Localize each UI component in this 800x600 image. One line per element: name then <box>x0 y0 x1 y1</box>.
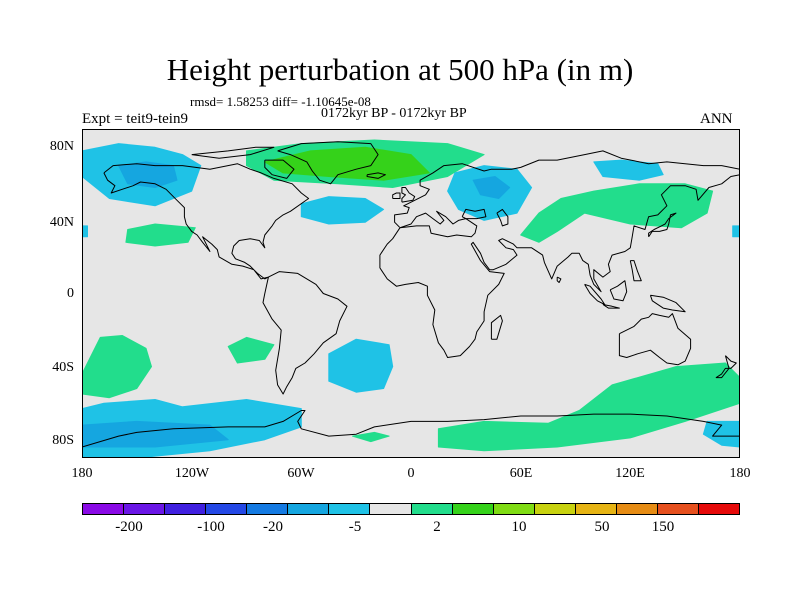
region-dateline-west-negative <box>82 225 88 238</box>
region-south-america-positive <box>227 336 275 364</box>
lon-label-0: 0 <box>407 466 415 481</box>
colorbar-segment <box>247 504 289 514</box>
map-frame <box>82 129 740 458</box>
colorbar-segment <box>575 504 617 514</box>
colorbar-label: -100 <box>197 519 225 535</box>
coastline-south-america <box>262 271 348 395</box>
region-southern-ocean-positive <box>437 362 740 452</box>
colorbar-label: 2 <box>433 519 441 535</box>
region-ross-negative <box>702 420 740 448</box>
colorbar-label: 150 <box>651 519 675 535</box>
colorbar-label: 50 <box>594 519 610 535</box>
region-asia-positive <box>520 183 714 243</box>
lat-label-80s: 80S <box>52 433 74 448</box>
experiment-label: Expt = teit9-tein9 <box>82 111 188 127</box>
coastline-java <box>602 304 620 309</box>
coastlines <box>82 141 740 448</box>
coastline-black-sea <box>461 208 487 220</box>
colorbar-label: 10 <box>511 519 527 535</box>
colorbar-segment <box>698 504 739 514</box>
coastline-philippines <box>629 260 642 282</box>
coastline-caspian <box>496 208 509 227</box>
colorbar-segment <box>83 504 125 514</box>
lon-label-120e: 120E <box>615 466 645 481</box>
map-plot <box>82 129 740 458</box>
lon-label-120w: 120W <box>174 466 210 481</box>
coastline-ireland <box>392 192 401 199</box>
colorbar-label: -20 <box>263 519 283 535</box>
coastline-borneo <box>609 280 628 302</box>
region-alaska-negative-core <box>118 161 178 188</box>
colorbar-segment <box>411 504 453 514</box>
region-weddell-positive <box>352 431 390 443</box>
season-label: ANN <box>700 111 733 127</box>
lat-label-40n: 40N <box>49 215 74 230</box>
coastline-new-zealand <box>715 355 737 379</box>
colorbar-segment <box>165 504 207 514</box>
colorbar-segment <box>616 504 658 514</box>
coastline-eurasia-africa <box>379 150 740 358</box>
coastline-greenland <box>277 141 379 185</box>
lat-label-equator: 0 <box>67 286 74 301</box>
coastline-antarctica <box>82 410 740 448</box>
colorbar-segment <box>657 504 699 514</box>
region-greenland-positive-core <box>264 146 430 181</box>
lon-label-180w: 180 <box>71 466 93 481</box>
colorbar-segment <box>370 504 412 514</box>
lon-label-60w: 60W <box>287 466 315 481</box>
contour-regions <box>82 139 740 458</box>
coastline-baffin <box>264 159 295 179</box>
coastline-australia <box>618 313 692 366</box>
lat-label-80n: 80N <box>49 139 74 154</box>
coastline-arctic-islands <box>191 146 275 159</box>
coastline-japan <box>648 212 677 238</box>
colorbar-segment <box>493 504 535 514</box>
region-south-atlantic-negative <box>328 338 394 393</box>
region-siberia-negative <box>593 159 664 181</box>
chart-title: Height perturbation at 500 hPa (in m) <box>166 52 634 87</box>
colorbar-label: -200 <box>115 519 143 535</box>
colorbar-segment <box>288 504 330 514</box>
region-dateline-east-negative <box>732 225 740 238</box>
coastline-new-guinea <box>649 294 686 313</box>
period-label: 0172kyr BP - 0172kyr BP <box>321 106 467 121</box>
region-europe-negative-core <box>472 176 511 199</box>
colorbar-segment <box>534 504 576 514</box>
lon-label-180e: 180 <box>729 466 751 481</box>
colorbar <box>82 503 740 515</box>
region-south-pacific-positive <box>82 335 152 399</box>
region-north-atlantic-negative <box>300 196 385 225</box>
colorbar-label: -5 <box>348 519 362 535</box>
colorbar-segment <box>329 504 371 514</box>
coastline-madagascar <box>490 314 503 340</box>
colorbar-segment <box>124 504 166 514</box>
lat-label-40s: 40S <box>52 360 74 375</box>
colorbar-segment <box>452 504 494 514</box>
coastline-sri-lanka <box>556 276 562 283</box>
coastline-britain <box>401 187 416 203</box>
coastline-mediterranean-north <box>399 210 478 238</box>
region-north-pacific-positive <box>125 223 196 247</box>
coastline-iceland <box>366 172 386 179</box>
colorbar-segment <box>206 504 248 514</box>
lon-label-60e: 60E <box>509 466 533 481</box>
stats-label: rmsd= 1.58253 diff= -1.10645e-08 <box>190 94 371 109</box>
coastline-north-america <box>103 163 310 280</box>
